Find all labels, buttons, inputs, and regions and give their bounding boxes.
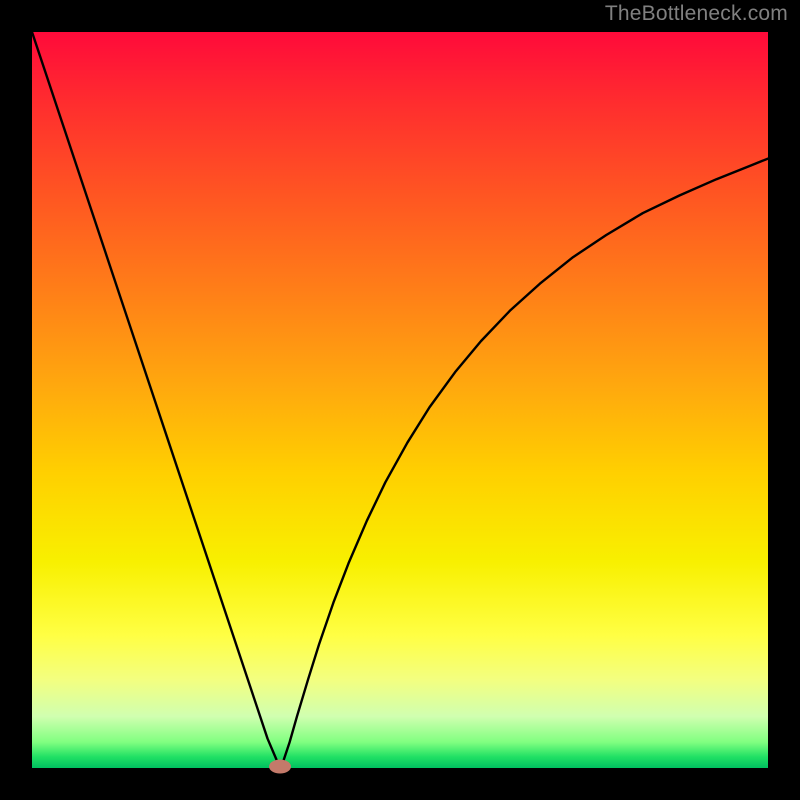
chart-svg — [0, 0, 800, 800]
plot-area — [32, 32, 768, 768]
watermark-label: TheBottleneck.com — [605, 2, 788, 26]
optimal-point-marker — [269, 760, 291, 774]
chart-container: TheBottleneck.com — [0, 0, 800, 800]
